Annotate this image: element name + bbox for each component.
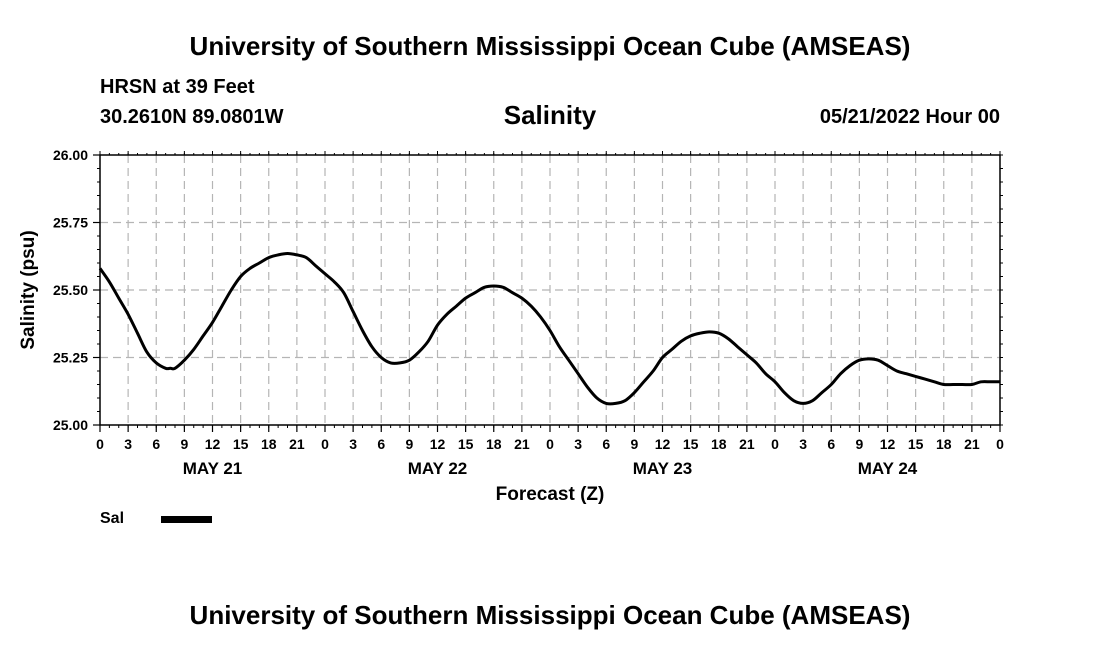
y-tick-label: 25.75 [53, 215, 88, 231]
x-tick-label: 21 [289, 436, 305, 452]
y-tick-label: 26.00 [53, 147, 88, 163]
x-tick-label: 0 [771, 436, 779, 452]
x-tick-label: 6 [602, 436, 610, 452]
day-label: MAY 23 [633, 459, 693, 478]
x-tick-label: 0 [996, 436, 1004, 452]
x-tick-label: 12 [880, 436, 896, 452]
day-label: MAY 24 [858, 459, 918, 478]
x-tick-label: 18 [261, 436, 277, 452]
x-tick-label: 6 [377, 436, 385, 452]
x-tick-label: 12 [430, 436, 446, 452]
x-tick-label: 9 [405, 436, 413, 452]
station-coordinates: 30.2610N 89.0801W [100, 106, 284, 128]
bottom-title: University of Southern Mississippi Ocean… [189, 600, 911, 630]
x-tick-label: 12 [655, 436, 671, 452]
day-label: MAY 22 [408, 459, 468, 478]
x-tick-label: 9 [855, 436, 863, 452]
x-tick-label: 21 [739, 436, 755, 452]
series-line-sal [98, 252, 1000, 406]
x-tick-label: 18 [711, 436, 727, 452]
x-tick-label: 15 [908, 436, 924, 452]
grid-lines [100, 155, 1000, 425]
x-tick-label: 0 [321, 436, 329, 452]
x-tick-label: 3 [574, 436, 582, 452]
x-tick-label: 21 [514, 436, 530, 452]
x-tick-label: 9 [630, 436, 638, 452]
y-tick-labels: 25.00 25.25 25.50 25.75 26.00 [53, 147, 88, 433]
x-tick-label: 3 [124, 436, 132, 452]
x-tick-label: 15 [683, 436, 699, 452]
day-label: MAY 21 [183, 459, 243, 478]
x-tick-label: 9 [180, 436, 188, 452]
x-tick-label: 6 [152, 436, 160, 452]
y-tick-label: 25.50 [53, 282, 88, 298]
x-tick-label: 12 [205, 436, 221, 452]
x-tick-label: 6 [827, 436, 835, 452]
legend-swatch [161, 516, 212, 523]
top-title: University of Southern Mississippi Ocean… [189, 31, 911, 61]
x-axis-title: Forecast (Z) [496, 484, 605, 505]
chart-title: Salinity [503, 100, 597, 130]
x-tick-label: 15 [458, 436, 474, 452]
day-labels: MAY 21 MAY 22 MAY 23 MAY 24 [183, 459, 918, 478]
x-tick-label: 3 [349, 436, 357, 452]
x-tick-label: 0 [546, 436, 554, 452]
plot-frame [99, 154, 1001, 426]
legend-label: Sal [100, 510, 125, 527]
y-tick-label: 25.00 [53, 417, 88, 433]
x-tick-label: 3 [799, 436, 807, 452]
x-tick-label: 21 [964, 436, 980, 452]
station-label: HRSN at 39 Feet [100, 76, 255, 98]
x-tick-label: 18 [936, 436, 952, 452]
x-tick-label: 0 [96, 436, 104, 452]
run-time: 05/21/2022 Hour 00 [819, 106, 1000, 128]
y-axis-title: Salinity (psu) [18, 230, 39, 349]
x-tick-label: 18 [486, 436, 502, 452]
x-tick-label: 15 [233, 436, 249, 452]
x-tick-labels: 0 3 6 9 12 15 18 21 0 3 6 9 12 15 18 21 0 3 6 9 12 15 18 21 0 3 6 9… [96, 436, 1004, 452]
y-tick-label: 25.25 [53, 350, 88, 366]
